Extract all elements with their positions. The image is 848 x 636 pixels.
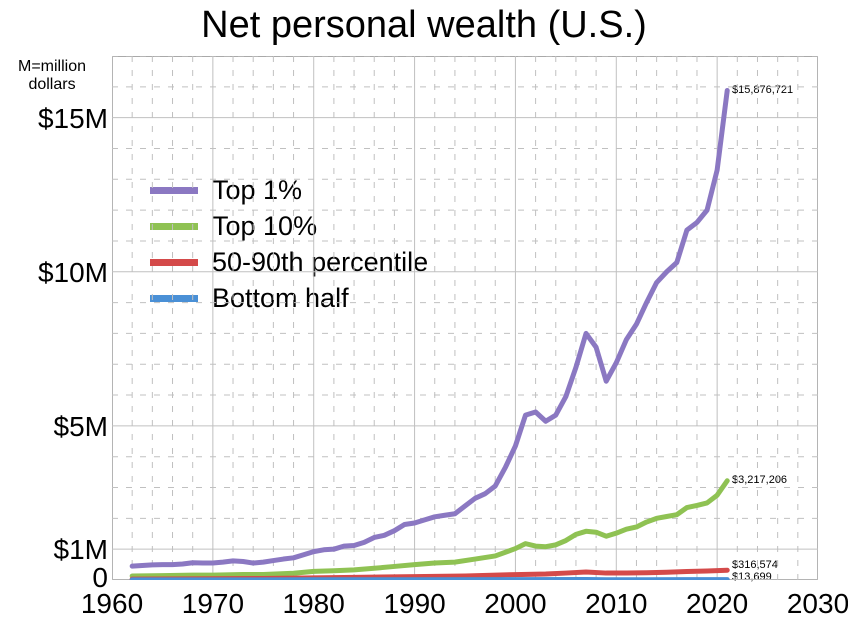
x-tick-1970: 1970 <box>182 588 244 620</box>
wealth-chart: Net personal wealth (U.S.) M=million dol… <box>0 0 848 636</box>
y-tick-10: $10M <box>10 257 108 289</box>
x-tick-1960: 1960 <box>81 588 143 620</box>
y-tick-5: $5M <box>10 411 108 443</box>
series-top1 <box>132 91 727 567</box>
x-tick-1980: 1980 <box>283 588 345 620</box>
chart-title: Net personal wealth (U.S.) <box>0 4 848 47</box>
x-tick-2010: 2010 <box>585 588 647 620</box>
x-tick-1990: 1990 <box>383 588 445 620</box>
x-tick-2020: 2020 <box>686 588 748 620</box>
x-tick-2030: 2030 <box>787 588 848 620</box>
unit-note: M=million dollars <box>18 58 86 93</box>
y-tick-15: $15M <box>10 103 108 135</box>
plot-area <box>112 56 818 580</box>
x-tick-2000: 2000 <box>484 588 546 620</box>
